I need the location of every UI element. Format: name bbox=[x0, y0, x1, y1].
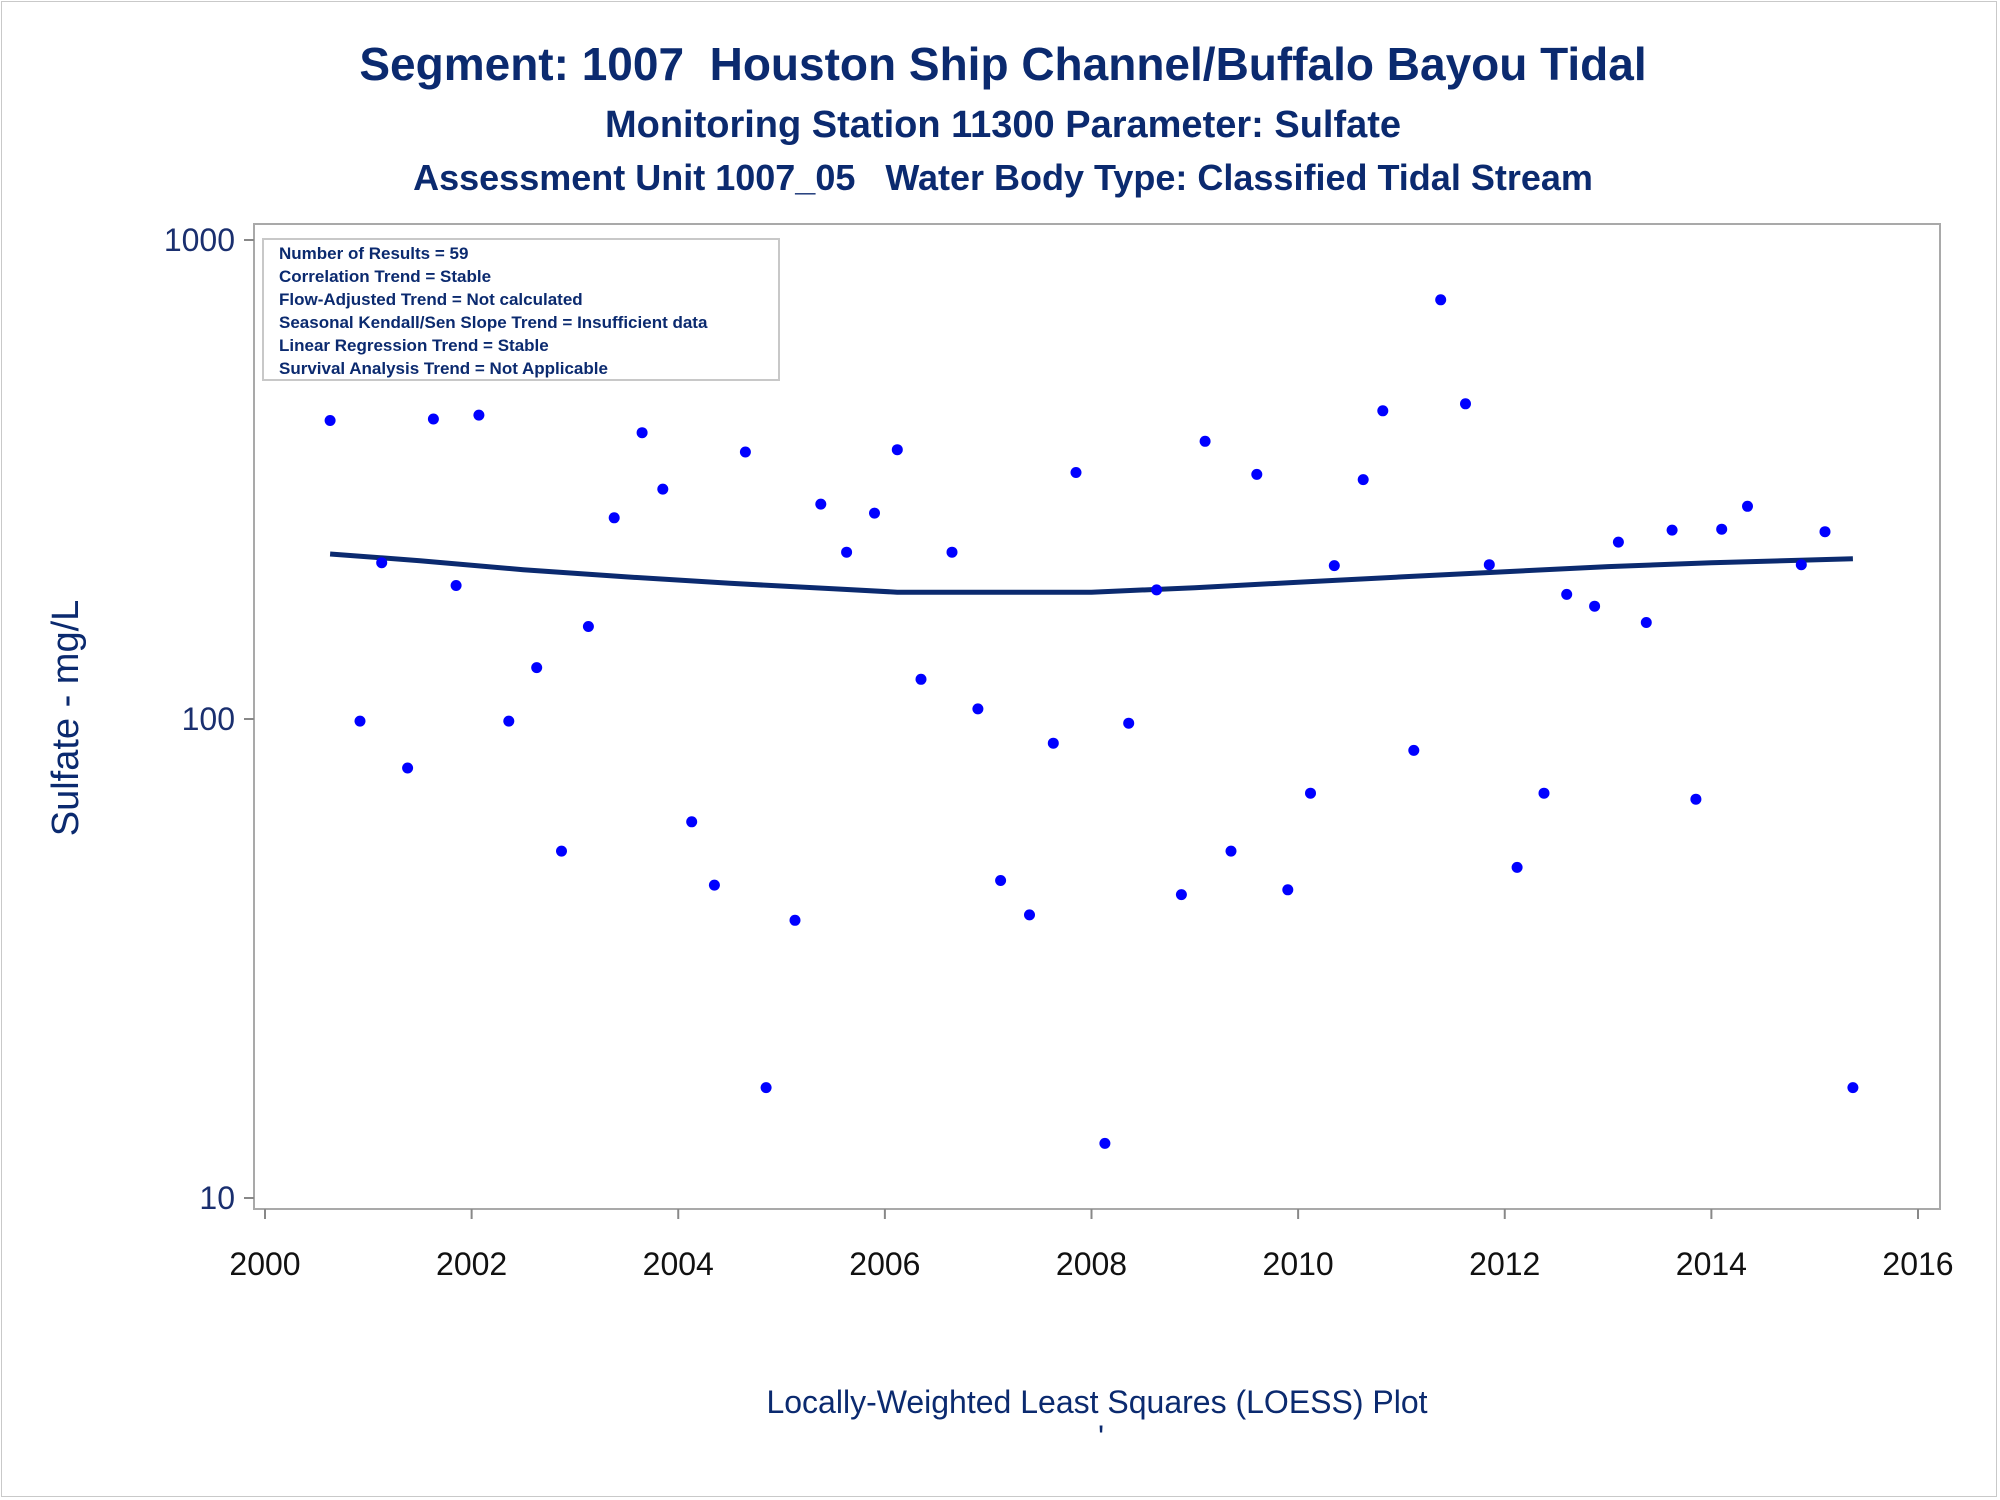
data-point bbox=[972, 703, 984, 715]
data-point bbox=[1175, 889, 1187, 901]
data-point bbox=[739, 446, 751, 458]
stat-line: Survival Analysis Trend = Not Applicable bbox=[279, 359, 608, 378]
loess-line bbox=[329, 551, 1853, 595]
data-points bbox=[324, 294, 1859, 1149]
x-tick-label: 2002 bbox=[436, 1246, 507, 1282]
data-point bbox=[376, 557, 388, 569]
data-point bbox=[1690, 793, 1702, 805]
data-point bbox=[1408, 744, 1420, 756]
data-point bbox=[1328, 560, 1340, 572]
data-point bbox=[1819, 526, 1831, 538]
data-point bbox=[1123, 717, 1135, 729]
x-axis-label: Locally-Weighted Least Squares (LOESS) P… bbox=[766, 1384, 1427, 1420]
data-point bbox=[636, 427, 648, 439]
data-point bbox=[1561, 588, 1573, 600]
x-axis: 2000 2002 2004 2006 2008 2010 2012 2014 2016 bbox=[229, 1209, 1954, 1282]
x-tick-label: 2010 bbox=[1263, 1246, 1334, 1282]
data-point bbox=[473, 409, 485, 421]
y-axis-label: Sulfate - mg/L bbox=[45, 600, 87, 837]
data-point bbox=[915, 673, 927, 685]
data-point bbox=[1047, 737, 1059, 749]
data-point bbox=[1199, 435, 1211, 447]
data-point bbox=[869, 507, 880, 519]
x-tick-label: 2008 bbox=[1056, 1246, 1127, 1282]
data-point bbox=[1357, 474, 1369, 486]
data-point bbox=[1282, 884, 1294, 896]
x-tick-label: 2012 bbox=[1469, 1246, 1540, 1282]
data-point bbox=[760, 1082, 772, 1094]
data-point bbox=[450, 580, 462, 591]
stat-line: Number of Results = 59 bbox=[279, 244, 468, 263]
x-tick-label: 2004 bbox=[643, 1246, 714, 1282]
data-point bbox=[1538, 787, 1550, 799]
data-point bbox=[1070, 467, 1082, 478]
x-tick-label: 2016 bbox=[1882, 1246, 1953, 1282]
data-point bbox=[686, 816, 698, 828]
x-tick-label: 2014 bbox=[1676, 1246, 1747, 1282]
data-point bbox=[891, 444, 903, 456]
data-point bbox=[1511, 861, 1523, 873]
data-point bbox=[708, 879, 720, 891]
data-point bbox=[657, 483, 669, 495]
data-point bbox=[1251, 468, 1263, 480]
data-point bbox=[531, 662, 543, 674]
stat-line: Seasonal Kendall/Sen Slope Trend = Insuf… bbox=[279, 313, 708, 332]
data-point bbox=[556, 845, 567, 857]
stat-line: Linear Regression Trend = Stable bbox=[279, 336, 549, 355]
data-point bbox=[1305, 787, 1316, 799]
data-point bbox=[1435, 294, 1447, 306]
data-point bbox=[1460, 398, 1471, 410]
y-tick-label: 10 bbox=[199, 1180, 235, 1216]
data-point bbox=[1099, 1137, 1111, 1149]
data-point bbox=[789, 914, 801, 926]
data-point bbox=[324, 415, 336, 426]
data-point bbox=[1847, 1082, 1859, 1094]
data-point bbox=[1612, 536, 1624, 548]
x-tick-label: 2006 bbox=[849, 1246, 920, 1282]
loess-curve bbox=[329, 551, 1853, 595]
data-point bbox=[1024, 909, 1035, 921]
data-point bbox=[582, 621, 594, 632]
data-point bbox=[402, 762, 414, 774]
data-point bbox=[1377, 405, 1389, 417]
stats-box bbox=[262, 238, 780, 381]
data-point bbox=[1640, 617, 1652, 628]
data-point bbox=[1225, 845, 1237, 857]
data-point bbox=[1483, 559, 1495, 571]
stat-line: Correlation Trend = Stable bbox=[279, 267, 491, 286]
chart-subtitle-2: Assessment Unit 1007_05 Water Body Type:… bbox=[413, 157, 1593, 198]
data-point bbox=[354, 715, 366, 727]
data-point bbox=[815, 498, 827, 510]
footnote-mark: ' bbox=[1098, 1419, 1104, 1455]
y-axis: 10 100 1000 bbox=[164, 222, 254, 1216]
data-point bbox=[503, 715, 515, 727]
y-tick-label: 100 bbox=[182, 701, 235, 737]
data-point bbox=[841, 546, 853, 558]
data-point bbox=[1666, 524, 1678, 536]
x-tick-label: 2000 bbox=[229, 1246, 300, 1282]
chart-subtitle: Monitoring Station 11300 Parameter: Sulf… bbox=[605, 104, 1401, 146]
plot-area bbox=[253, 223, 1941, 1210]
stat-line: Flow-Adjusted Trend = Not calculated bbox=[279, 290, 583, 309]
data-point bbox=[427, 413, 439, 425]
data-point bbox=[1742, 500, 1753, 512]
y-tick-label: 1000 bbox=[164, 222, 235, 258]
data-point bbox=[1795, 559, 1807, 571]
data-point bbox=[1589, 600, 1601, 612]
stats-legend: Number of Results = 59 Correlation Trend… bbox=[262, 238, 780, 381]
data-point bbox=[995, 875, 1007, 886]
data-point bbox=[946, 546, 958, 558]
chart-title: Segment: 1007 Houston Ship Channel/Buffa… bbox=[359, 38, 1646, 90]
data-point bbox=[608, 512, 620, 524]
data-point bbox=[1716, 523, 1728, 535]
data-point bbox=[1151, 584, 1163, 596]
